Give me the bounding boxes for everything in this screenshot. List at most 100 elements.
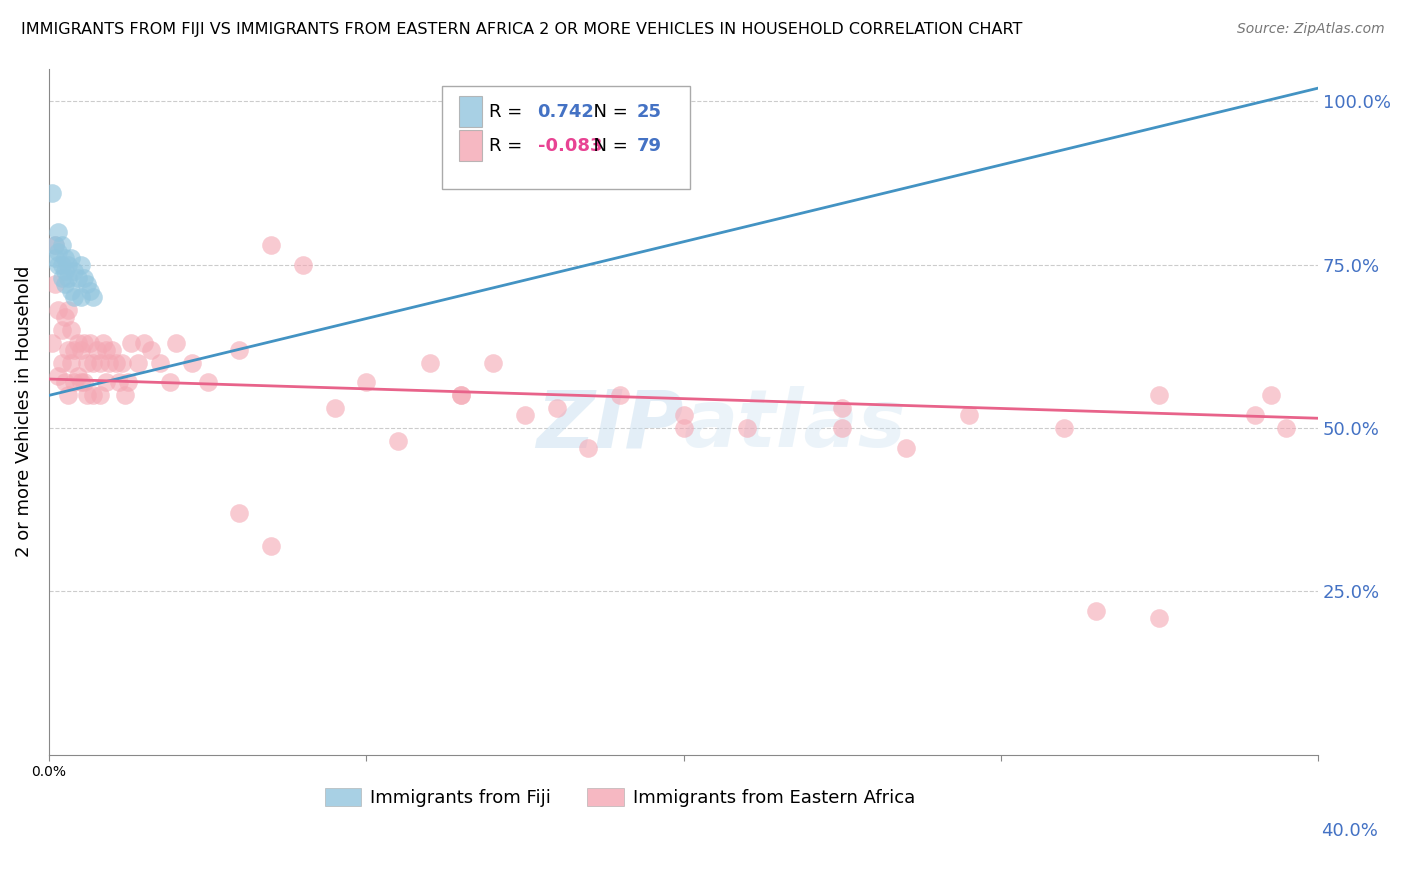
- Point: [76, 356, 98, 370]
- Point: [48, 244, 70, 259]
- Point: [94, 343, 117, 357]
- Text: 0.742: 0.742: [537, 103, 595, 120]
- Text: IMMIGRANTS FROM FIJI VS IMMIGRANTS FROM EASTERN AFRICA 2 OR MORE VEHICLES IN HOU: IMMIGRANTS FROM FIJI VS IMMIGRANTS FROM …: [21, 22, 1022, 37]
- Point: [1149, 388, 1171, 402]
- FancyBboxPatch shape: [458, 130, 482, 161]
- Point: [134, 336, 156, 351]
- Point: [609, 388, 631, 402]
- Point: [48, 368, 70, 383]
- Point: [831, 401, 853, 416]
- Point: [82, 290, 104, 304]
- Y-axis label: 2 or more Vehicles in Household: 2 or more Vehicles in Household: [15, 266, 32, 558]
- Text: R =: R =: [489, 137, 529, 155]
- FancyBboxPatch shape: [443, 86, 690, 188]
- Point: [98, 356, 121, 370]
- Point: [48, 258, 70, 272]
- Text: ZIP: ZIP: [536, 386, 683, 465]
- Point: [894, 441, 917, 455]
- Text: N =: N =: [582, 137, 634, 155]
- Point: [1149, 610, 1171, 624]
- Legend: Immigrants from Fiji, Immigrants from Eastern Africa: Immigrants from Fiji, Immigrants from Ea…: [318, 780, 922, 814]
- Point: [672, 421, 695, 435]
- Point: [94, 376, 117, 390]
- Point: [672, 408, 695, 422]
- Point: [260, 539, 283, 553]
- Point: [82, 388, 104, 402]
- Point: [63, 290, 86, 304]
- Point: [51, 258, 73, 272]
- Text: 79: 79: [637, 137, 662, 155]
- Point: [86, 343, 108, 357]
- Point: [76, 388, 98, 402]
- Point: [51, 270, 73, 285]
- FancyBboxPatch shape: [458, 96, 482, 127]
- Point: [159, 376, 181, 390]
- Text: 25: 25: [637, 103, 662, 120]
- Point: [957, 408, 980, 422]
- Point: [1053, 421, 1076, 435]
- Point: [51, 323, 73, 337]
- Point: [60, 284, 83, 298]
- Point: [63, 376, 86, 390]
- Text: N =: N =: [582, 103, 634, 120]
- Point: [89, 356, 111, 370]
- Point: [387, 434, 409, 449]
- Point: [576, 441, 599, 455]
- Point: [546, 401, 568, 416]
- Point: [260, 238, 283, 252]
- Point: [149, 356, 172, 370]
- Point: [104, 356, 127, 370]
- Point: [69, 290, 91, 304]
- Point: [82, 356, 104, 370]
- Point: [44, 238, 66, 252]
- Text: 40.0%: 40.0%: [1322, 822, 1378, 840]
- Point: [76, 277, 98, 292]
- Point: [127, 356, 149, 370]
- Point: [44, 238, 66, 252]
- Point: [48, 303, 70, 318]
- Point: [323, 401, 346, 416]
- Point: [91, 336, 114, 351]
- Point: [107, 376, 129, 390]
- Point: [73, 270, 96, 285]
- Point: [450, 388, 472, 402]
- Point: [101, 343, 124, 357]
- Point: [53, 310, 76, 324]
- Point: [180, 356, 202, 370]
- Point: [56, 343, 79, 357]
- Point: [56, 303, 79, 318]
- Point: [66, 368, 89, 383]
- Point: [89, 388, 111, 402]
- Point: [66, 336, 89, 351]
- Point: [79, 336, 101, 351]
- Text: Source: ZipAtlas.com: Source: ZipAtlas.com: [1237, 22, 1385, 37]
- Point: [41, 336, 63, 351]
- Point: [735, 421, 758, 435]
- Point: [165, 336, 187, 351]
- Point: [53, 264, 76, 278]
- Point: [197, 376, 219, 390]
- Point: [1275, 421, 1298, 435]
- Point: [111, 356, 134, 370]
- Point: [69, 376, 91, 390]
- Point: [79, 284, 101, 298]
- Point: [53, 251, 76, 265]
- Point: [69, 343, 91, 357]
- Point: [114, 388, 136, 402]
- Point: [60, 251, 83, 265]
- Point: [60, 323, 83, 337]
- Point: [69, 258, 91, 272]
- Point: [48, 225, 70, 239]
- Point: [63, 343, 86, 357]
- Point: [1260, 388, 1282, 402]
- Point: [56, 388, 79, 402]
- Point: [66, 270, 89, 285]
- Point: [60, 356, 83, 370]
- Point: [51, 238, 73, 252]
- Point: [1243, 408, 1265, 422]
- Point: [56, 258, 79, 272]
- Point: [41, 186, 63, 200]
- Point: [73, 376, 96, 390]
- Point: [291, 258, 314, 272]
- Text: -0.083: -0.083: [537, 137, 602, 155]
